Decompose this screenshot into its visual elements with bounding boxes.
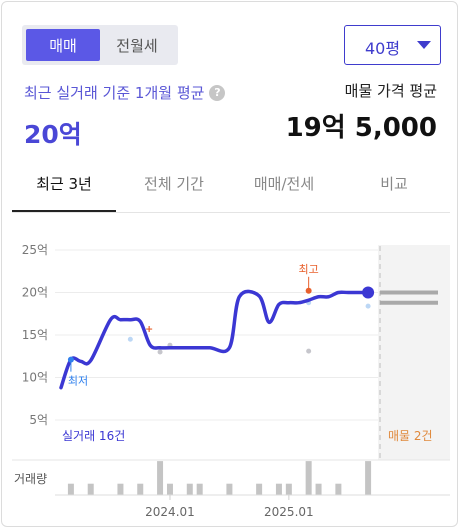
- volume-bar: [315, 483, 322, 495]
- listing-count-label: 매물 2건: [388, 429, 433, 443]
- volume-bar: [285, 483, 292, 495]
- volume-bar: [256, 483, 263, 495]
- scatter-point: [306, 348, 312, 354]
- caret-down-icon: [417, 41, 431, 49]
- high-marker-label: 최고: [299, 263, 319, 276]
- y-tick-label: 15억: [22, 328, 48, 342]
- rent-toggle-button[interactable]: 전월세: [116, 36, 158, 55]
- help-icon[interactable]: ?: [209, 84, 226, 101]
- volume-bar: [196, 483, 203, 495]
- scatter-point: [127, 336, 133, 342]
- volume-label: 거래량: [14, 472, 47, 486]
- active-tab-indicator: [12, 210, 116, 212]
- size-dropdown-value: 40평: [365, 39, 401, 58]
- tab-recent-3-years[interactable]: 최근 3년: [36, 174, 92, 193]
- sparkle-icon: [146, 326, 153, 333]
- low-marker-label: 최저: [68, 375, 88, 388]
- trade-count-label: 실거래 16건: [62, 429, 125, 443]
- x-tick-label: 2024.01: [145, 505, 195, 519]
- sale-toggle-button[interactable]: 매매: [26, 29, 100, 61]
- scatter-point: [157, 349, 163, 355]
- x-axis-labels: 2024.01 2025.01: [145, 495, 314, 519]
- y-tick-label: 20억: [22, 286, 48, 300]
- volume-bar: [137, 483, 144, 495]
- listing-band: [380, 290, 438, 305]
- latest-point: [362, 286, 375, 299]
- scatter-point: [365, 303, 371, 309]
- listing-average-label: 매물 가격 평균: [344, 82, 437, 100]
- volume-bar: [335, 483, 342, 495]
- volume-bar: [365, 461, 372, 495]
- high-marker-dot: [305, 287, 312, 294]
- y-tick-label: 25억: [22, 243, 48, 257]
- x-tick-label: 2025.01: [264, 505, 314, 519]
- recent-average-value: 20억: [24, 120, 82, 149]
- volume-bar: [87, 483, 94, 495]
- tab-divider: [12, 212, 450, 213]
- recent-average-label: 최근 실거래 기준 1개월 평균: [24, 84, 205, 102]
- volume-bar: [117, 483, 124, 495]
- tab-sale-rent[interactable]: 매매/전세: [253, 174, 315, 193]
- volume-bar: [275, 483, 282, 495]
- volume-bar: [67, 483, 74, 495]
- y-axis-labels: 25억 20억 15억 10억 5억: [22, 243, 48, 427]
- trade-type-toggle: 매매 전월세: [22, 25, 178, 65]
- size-dropdown[interactable]: 40평: [344, 25, 441, 65]
- volume-bar: [226, 483, 233, 495]
- y-tick-label: 10억: [22, 371, 48, 385]
- listing-zone: [378, 245, 450, 460]
- price-line: [59, 289, 370, 390]
- tab-compare[interactable]: 비교: [380, 174, 408, 193]
- volume-bar: [186, 483, 193, 495]
- volume-bars: [67, 461, 372, 495]
- y-tick-label: 5억: [29, 413, 48, 427]
- tab-all-period[interactable]: 전체 기간: [144, 174, 204, 193]
- volume-bar: [166, 483, 173, 495]
- listing-average-value: 19억 5,000: [285, 113, 437, 143]
- recent-average-label-row: 최근 실거래 기준 1개월 평균 ?: [24, 82, 226, 103]
- volume-bar: [157, 461, 164, 495]
- period-tabs: 최근 3년 전체 기간 매매/전세 비교: [12, 162, 450, 213]
- volume-bar: [305, 461, 312, 495]
